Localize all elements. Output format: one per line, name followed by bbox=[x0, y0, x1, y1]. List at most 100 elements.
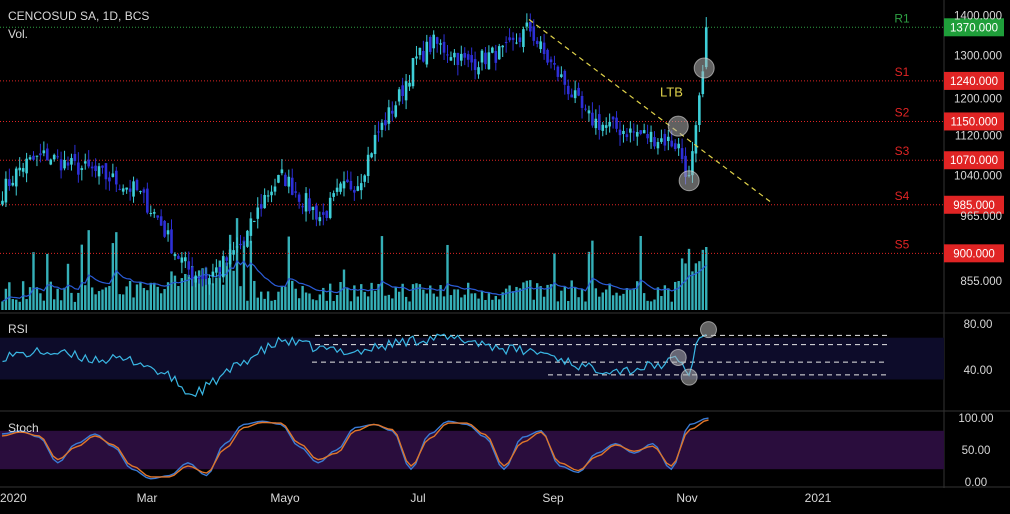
volume-bar bbox=[377, 283, 380, 310]
volume-bars bbox=[1, 218, 708, 310]
volume-bar bbox=[304, 292, 308, 310]
volume-bar bbox=[39, 293, 42, 310]
volume-bar bbox=[329, 283, 332, 310]
volume-bar bbox=[208, 280, 211, 310]
candle-body bbox=[549, 59, 553, 63]
level-name-s3: S3 bbox=[895, 144, 910, 158]
candle-body bbox=[11, 182, 15, 186]
candle-body bbox=[204, 275, 208, 280]
candle-body bbox=[391, 110, 394, 114]
candle-body bbox=[446, 54, 449, 56]
ltb-trendline[interactable] bbox=[528, 19, 772, 203]
volume-bar bbox=[587, 251, 591, 310]
candle-body bbox=[670, 140, 674, 147]
candle-body bbox=[239, 243, 242, 246]
candle-body bbox=[277, 174, 280, 183]
candle-body bbox=[80, 168, 84, 171]
volume-bar bbox=[353, 285, 356, 310]
candle-body bbox=[366, 154, 370, 176]
volume-bar bbox=[163, 289, 166, 310]
candle-body bbox=[232, 250, 235, 255]
candle-body bbox=[560, 74, 563, 77]
volume-bar bbox=[277, 291, 280, 310]
level-price-label-s4: 985.000 bbox=[953, 200, 995, 212]
volume-bar bbox=[118, 294, 121, 310]
candle-body bbox=[611, 116, 615, 120]
candle-body bbox=[180, 257, 184, 263]
volume-bar bbox=[215, 277, 218, 310]
volume-bar bbox=[491, 299, 494, 310]
level-price-badge-s3 bbox=[944, 151, 1004, 170]
volume-bar bbox=[59, 300, 63, 310]
volume-bar bbox=[70, 292, 73, 310]
candle-body bbox=[346, 179, 349, 183]
candle-body bbox=[152, 212, 156, 214]
volume-bar bbox=[698, 261, 701, 310]
volume-bar bbox=[63, 287, 66, 310]
volume-bar bbox=[629, 290, 632, 310]
candle-body bbox=[622, 130, 625, 134]
volume-bar bbox=[522, 282, 525, 310]
candle-body bbox=[77, 162, 80, 175]
volume-bar bbox=[553, 253, 556, 310]
volume-bar bbox=[546, 284, 549, 310]
candle-body bbox=[301, 206, 304, 208]
candle-body bbox=[253, 220, 256, 222]
candle-body bbox=[280, 169, 284, 174]
volume-bar bbox=[494, 295, 497, 310]
candle-body bbox=[411, 58, 415, 87]
volume-bar bbox=[398, 291, 401, 310]
candle-body bbox=[660, 138, 663, 142]
volume-bar bbox=[311, 299, 315, 310]
candle-body bbox=[394, 105, 398, 117]
level-name-s1: S1 bbox=[895, 65, 910, 79]
candle-body bbox=[694, 125, 698, 154]
ltb-label: LTB bbox=[660, 84, 683, 99]
price-tick-label: 965.000 bbox=[960, 211, 1002, 223]
candle-body bbox=[422, 50, 425, 62]
volume-bar bbox=[146, 290, 149, 310]
volume-bar bbox=[615, 292, 618, 310]
volume-bar bbox=[84, 285, 87, 310]
volume-bar bbox=[284, 286, 287, 310]
volume-bar bbox=[646, 300, 649, 310]
candle-body bbox=[294, 191, 297, 193]
time-tick-label: Mar bbox=[137, 491, 158, 505]
candle-body bbox=[146, 188, 149, 213]
volume-bar bbox=[166, 282, 170, 310]
volume-bar bbox=[235, 218, 239, 310]
stoch-title: Stoch bbox=[8, 421, 39, 435]
rsi-band bbox=[0, 337, 944, 380]
candle-body bbox=[632, 131, 636, 133]
candle-body bbox=[339, 183, 342, 192]
volume-bar bbox=[560, 290, 563, 310]
stoch-line-k bbox=[1, 417, 709, 480]
candle-body bbox=[35, 155, 39, 157]
candle-body bbox=[653, 137, 656, 147]
volume-bar bbox=[349, 301, 353, 310]
candle-body bbox=[259, 204, 263, 209]
stoch-tick-label: 50.00 bbox=[962, 445, 991, 457]
volume-bar bbox=[473, 293, 477, 310]
volume-bar bbox=[480, 291, 484, 310]
volume-bar bbox=[25, 299, 28, 310]
time-tick-label: Jul bbox=[410, 491, 425, 505]
volume-bar bbox=[498, 299, 501, 310]
volume-bar bbox=[667, 288, 670, 310]
candle-body bbox=[315, 205, 318, 220]
candle-body bbox=[328, 197, 332, 218]
level-price-label-s5: 900.000 bbox=[953, 248, 995, 260]
candle-body bbox=[580, 95, 584, 108]
candle-body bbox=[256, 207, 260, 219]
candle-body bbox=[90, 166, 94, 169]
time-tick-label: Mayo bbox=[270, 491, 300, 505]
volume-bar bbox=[87, 230, 90, 310]
volume-bar bbox=[418, 284, 422, 310]
rsi-pane bbox=[2, 321, 888, 398]
volume-bar bbox=[1, 301, 4, 310]
candle-body bbox=[194, 275, 197, 283]
level-price-label-s2: 1150.000 bbox=[950, 116, 997, 128]
volume-bar bbox=[501, 292, 504, 310]
candle-body bbox=[497, 46, 501, 60]
